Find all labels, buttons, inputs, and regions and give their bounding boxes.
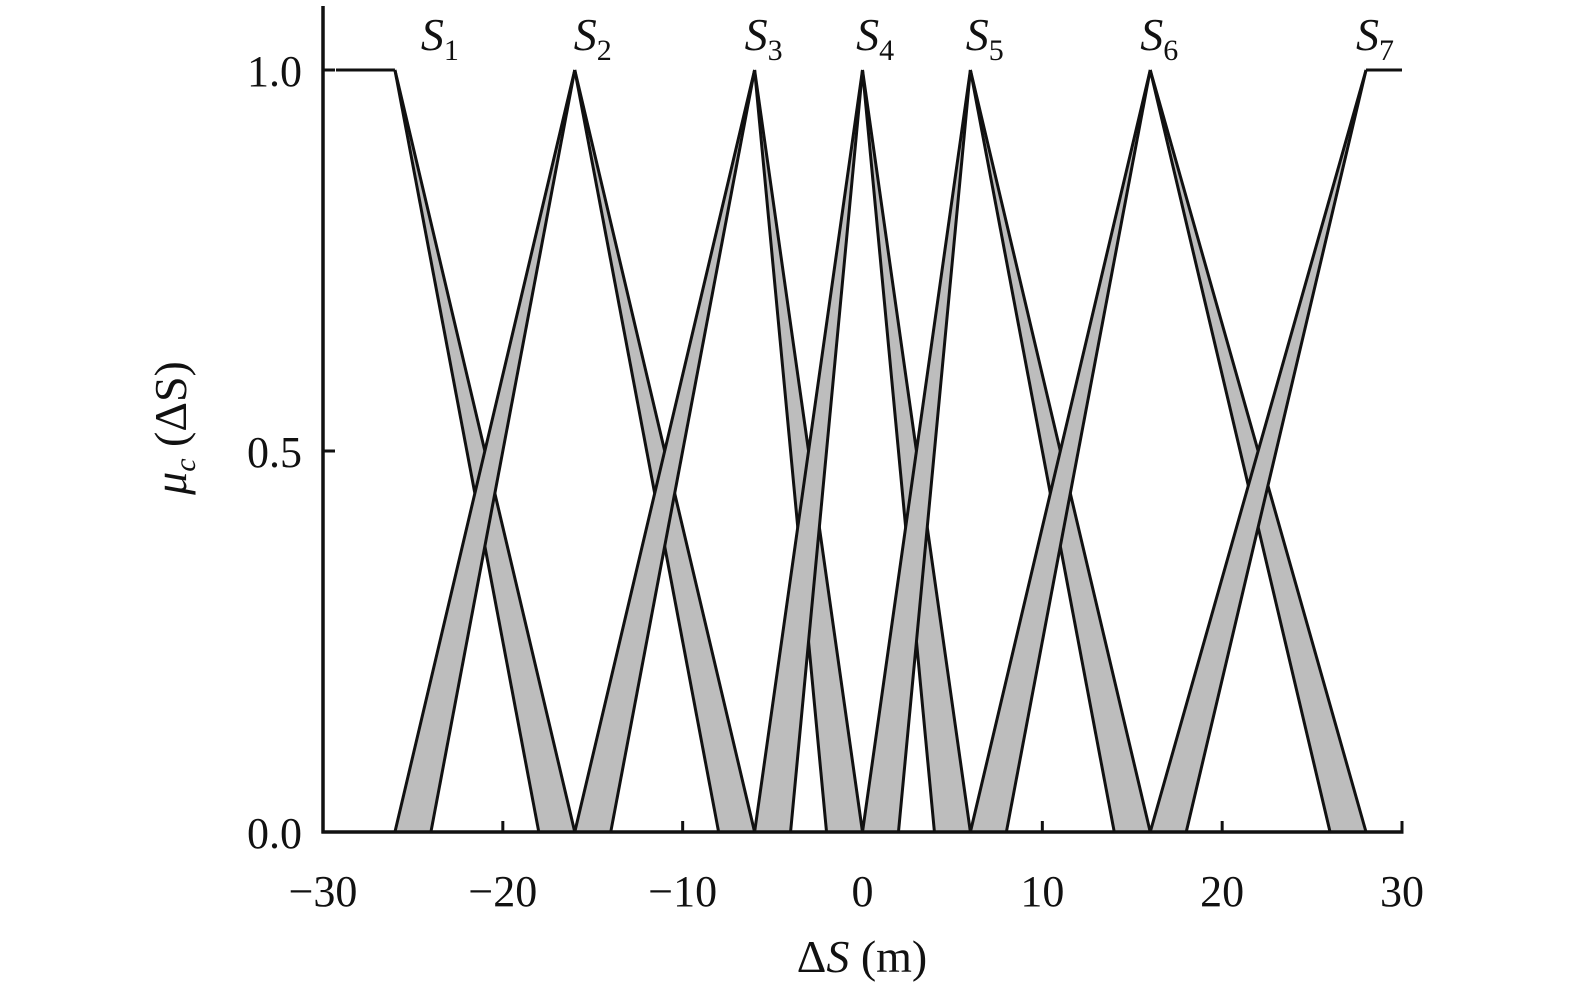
series-label-s7: S7 <box>1356 9 1394 67</box>
series-label-s1: S1 <box>421 9 459 67</box>
mf-left-edge-inner <box>429 69 577 833</box>
mf-right-edge-inner <box>1148 69 1332 833</box>
mf-s4 <box>753 69 972 833</box>
x-tick-label: −10 <box>648 867 717 916</box>
mf-left-edge-outer <box>753 69 864 833</box>
x-tick-label: −20 <box>468 867 537 916</box>
mf-right-edge-inner <box>861 69 936 833</box>
mf-s1 <box>336 68 577 833</box>
mf-left-edge-inner <box>1184 69 1368 833</box>
mf-left-edge-inner <box>789 69 864 833</box>
x-tick-label: −30 <box>289 867 358 916</box>
y-axis-title: μc (ΔS) <box>145 361 202 496</box>
x-tick-label: 30 <box>1380 867 1424 916</box>
x-tick-label: 0 <box>852 867 874 916</box>
y-tick-label: 1.0 <box>247 47 302 96</box>
ticks: −30 −20 −10 0 10 20 30 0.0 0.5 1.0 <box>247 47 1424 916</box>
y-tick-label: 0.0 <box>247 809 302 858</box>
mf-right-edge-inner <box>393 69 541 833</box>
mf-s7 <box>1148 68 1402 833</box>
mf-s2 <box>393 69 757 833</box>
series-label-s4: S4 <box>856 9 894 67</box>
x-tick-label: 10 <box>1020 867 1064 916</box>
mf-left-edge-inner <box>609 69 757 833</box>
y-tick-label: 0.5 <box>247 428 302 477</box>
mf-left-edge-outer <box>1148 69 1368 833</box>
mf-left-edge-inner <box>1004 69 1152 833</box>
mf-s6 <box>968 69 1368 833</box>
membership-functions <box>336 68 1402 833</box>
series-label-s3: S3 <box>745 9 783 67</box>
series-labels: S1 S2 S3 S4 S5 S6 S7 <box>421 9 1394 67</box>
mf-right-edge-inner <box>968 69 1116 833</box>
mf-left-edge-inner <box>896 69 972 833</box>
mf-left-edge-outer <box>968 69 1152 833</box>
mf-left-edge-outer <box>861 69 972 833</box>
series-label-s5: S5 <box>966 9 1004 67</box>
x-axis-title: ΔS (m) <box>797 931 928 982</box>
mf-left-edge-outer <box>393 69 577 833</box>
mf-right-edge-inner <box>573 69 721 833</box>
mf-right-edge-inner <box>753 69 829 833</box>
mf-left-edge-outer <box>573 69 757 833</box>
series-label-s2: S2 <box>574 9 612 67</box>
x-tick-label: 20 <box>1200 867 1244 916</box>
series-label-s6: S6 <box>1140 9 1178 67</box>
